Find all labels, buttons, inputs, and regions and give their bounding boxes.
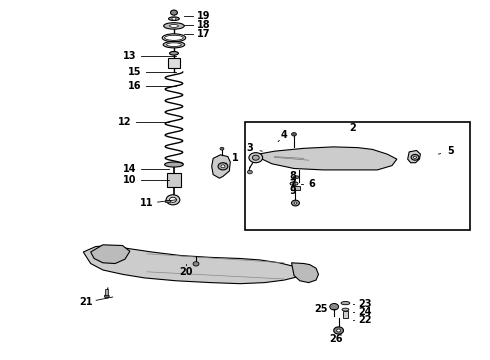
Ellipse shape: [294, 176, 299, 178]
Ellipse shape: [170, 24, 178, 27]
Circle shape: [170, 197, 176, 202]
Ellipse shape: [162, 34, 186, 42]
Text: 6: 6: [309, 179, 316, 189]
Polygon shape: [91, 245, 130, 264]
Circle shape: [249, 153, 263, 163]
Text: 2: 2: [349, 123, 356, 133]
Ellipse shape: [169, 17, 179, 21]
Circle shape: [247, 170, 252, 174]
Text: 13: 13: [123, 51, 137, 61]
Bar: [291, 186, 300, 190]
Polygon shape: [292, 263, 319, 283]
Text: 3: 3: [246, 143, 253, 153]
Text: 19: 19: [196, 11, 210, 21]
Bar: [165, 200, 170, 202]
Ellipse shape: [165, 35, 183, 40]
Text: 18: 18: [196, 20, 210, 30]
Circle shape: [166, 195, 180, 205]
Text: 15: 15: [128, 67, 142, 77]
Text: 16: 16: [128, 81, 142, 91]
Ellipse shape: [170, 51, 178, 55]
Ellipse shape: [167, 43, 181, 46]
Bar: [167, 173, 181, 187]
Text: 12: 12: [118, 117, 132, 127]
Text: 17: 17: [196, 29, 210, 39]
Text: 25: 25: [314, 303, 328, 314]
Circle shape: [294, 202, 297, 204]
Text: 1: 1: [232, 153, 239, 163]
Bar: [245, 122, 470, 230]
Circle shape: [334, 327, 343, 334]
Text: 4: 4: [281, 130, 288, 140]
Polygon shape: [408, 150, 420, 163]
Text: 14: 14: [123, 164, 137, 174]
Circle shape: [218, 163, 228, 170]
Circle shape: [337, 329, 341, 332]
Text: 5: 5: [447, 146, 454, 156]
Ellipse shape: [342, 308, 349, 311]
Circle shape: [171, 10, 177, 15]
Text: 8: 8: [289, 171, 296, 181]
Bar: [105, 289, 108, 295]
Text: 7: 7: [289, 179, 296, 189]
Circle shape: [292, 132, 296, 136]
Bar: [343, 311, 348, 318]
Ellipse shape: [341, 302, 350, 305]
Polygon shape: [83, 246, 304, 284]
Ellipse shape: [163, 41, 185, 48]
Circle shape: [292, 182, 296, 185]
Circle shape: [292, 200, 299, 206]
Text: 11: 11: [140, 198, 154, 208]
Text: 9: 9: [289, 186, 296, 196]
Text: 10: 10: [123, 175, 137, 185]
Circle shape: [172, 17, 176, 20]
Bar: [168, 58, 180, 68]
Circle shape: [330, 303, 339, 310]
Ellipse shape: [165, 162, 183, 167]
Ellipse shape: [164, 23, 184, 29]
Circle shape: [252, 155, 259, 160]
Text: 23: 23: [358, 299, 372, 309]
Text: 20: 20: [179, 267, 193, 277]
Circle shape: [104, 294, 109, 298]
Circle shape: [193, 262, 199, 266]
Circle shape: [414, 156, 416, 158]
Polygon shape: [255, 147, 397, 170]
Text: 26: 26: [329, 334, 343, 344]
Circle shape: [221, 165, 225, 168]
Polygon shape: [212, 155, 230, 178]
Circle shape: [411, 154, 419, 160]
Text: 22: 22: [358, 315, 372, 325]
Text: 21: 21: [79, 297, 93, 307]
Text: 24: 24: [358, 307, 372, 318]
Circle shape: [220, 147, 224, 150]
